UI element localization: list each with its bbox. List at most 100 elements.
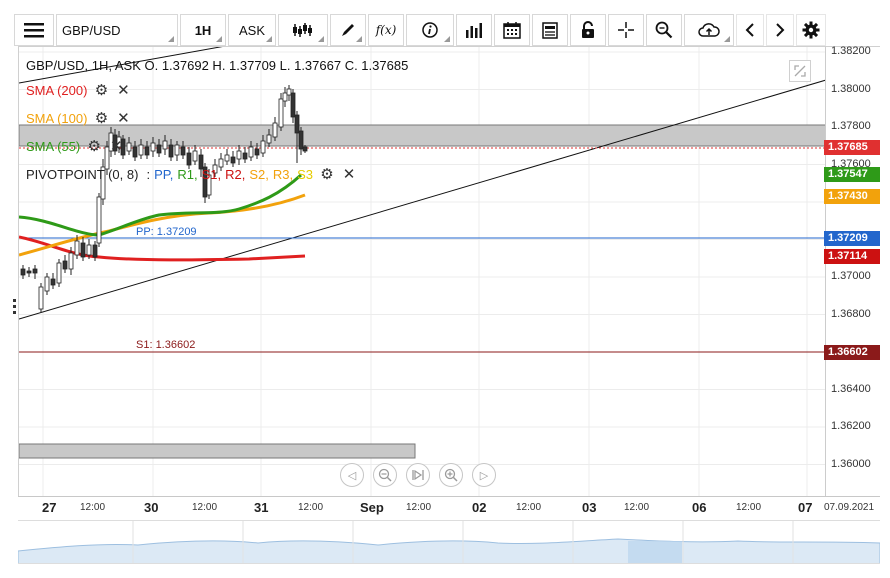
chart-canvas[interactable] [19,47,825,496]
resistance-zone [19,124,825,147]
time-tick-label: 06 [692,500,707,515]
candle-body [80,242,86,258]
price-tick-label: 1.37800 [831,120,871,132]
scroll-left-button[interactable] [736,14,764,46]
candle-body [294,114,300,134]
trendline-upper [19,47,223,84]
close-icon[interactable]: ✕ [117,82,130,99]
pivot-levels: PP, R1, S1, R2, S2, R3, S3 [154,167,313,182]
time-tick-label: 07 [798,500,813,515]
sma-55-line [19,173,303,237]
candle-body [272,122,278,138]
overview-area [18,538,880,563]
price-tick-label: 1.36200 [831,420,871,432]
price-tick-label: 1.38000 [831,82,871,95]
chart-type-button[interactable] [278,14,328,46]
price-tick-label: 1.36400 [831,382,871,395]
function-button[interactable]: f(x) [368,14,404,46]
time-tick-label: 12:00 [516,502,542,513]
candle-body [168,144,174,158]
crosshair-button[interactable] [608,14,644,46]
candle-body [144,146,150,156]
time-axis[interactable]: 27 12:00 30 12:00 31 12:00 Sep 12:00 02 12:00 03 12… [18,496,880,520]
triangle-right-icon: ▷ [479,469,489,482]
close-icon[interactable]: ✕ [117,110,130,127]
price-tag: 1.37430 [824,189,880,205]
candle-body [132,146,138,158]
close-icon[interactable]: ✕ [342,166,356,183]
candle-body [242,152,248,160]
cloud-button[interactable] [684,14,734,46]
price-tag: 1.37114 [824,248,880,264]
news-button[interactable] [532,14,568,46]
candle-body [38,286,44,310]
gear-icon[interactable]: ⚙ [94,82,109,99]
draw-tool-button[interactable] [330,14,366,46]
gear-icon[interactable]: ⚙ [87,138,101,155]
chart-navigation: ◁ ▷ [340,463,505,487]
time-tick-label: 03 [582,500,597,515]
candle-body [212,164,218,174]
sma-100-line [19,193,306,257]
time-tick-label: 12:00 [624,502,650,513]
magnifier-icon [655,21,673,39]
scroll-right-button[interactable] [766,14,794,46]
price-tag: 1.36602 [824,344,880,360]
toolbar: GBP/USD 1H ASK f(x) [14,14,876,46]
indicator-sma-100[interactable]: SMA (100) ⚙ ✕ [26,110,131,127]
price-axis[interactable]: 1.382001.380001.378001.376001.374001.372… [824,45,880,496]
timeframe-selector[interactable]: 1H [180,14,226,46]
reset-view-button[interactable] [406,463,430,487]
timeframe-label: 1H [194,22,212,38]
pivot-level-label: PP, [154,166,174,182]
price-side-label: ASK [238,22,265,38]
chevron-left-icon [745,23,754,37]
info-button[interactable] [406,14,454,46]
overview-chart [18,521,880,563]
function-label: f(x) [375,23,397,37]
time-tick-label: 12:00 [192,502,218,513]
candle-body [298,130,304,150]
close-icon[interactable]: ✕ [109,138,123,155]
pan-left-button[interactable]: ◁ [340,463,364,487]
candle-body [100,166,106,200]
volume-button[interactable] [456,14,492,46]
drag-handle[interactable] [13,299,17,317]
time-tick-label: 12:00 [736,502,762,513]
lock-button[interactable] [570,14,606,46]
zoom-in-button[interactable] [439,463,463,487]
zoom-button[interactable] [646,14,682,46]
symbol-selector[interactable]: GBP/USD [56,14,178,46]
fullscreen-button[interactable] [789,60,811,82]
chevron-right-icon [776,23,785,37]
menu-button[interactable] [14,14,54,46]
indicator-sma-200[interactable]: SMA (200) ⚙ ✕ [26,82,131,99]
pan-right-button[interactable]: ▷ [472,463,496,487]
indicator-label: PIVOTPOINT (0, 8) [26,166,139,182]
zoom-out-button[interactable] [373,463,397,487]
indicator-label: SMA (100) [26,110,88,126]
candlestick-icon [293,23,312,37]
indicator-pivotpoint[interactable]: PIVOTPOINT (0, 8) : PP, R1, S1, R2, S2, R3, S3… [26,166,357,183]
gear-icon[interactable]: ⚙ [320,166,334,183]
candle-body [302,146,308,152]
candle-body [174,144,180,156]
indicator-sma-55[interactable]: SMA (55) ⚙ ✕ [26,138,124,155]
calendar-button[interactable] [494,14,530,46]
candle-body [32,268,38,274]
candle-body [282,92,288,102]
candle-body [126,142,132,152]
pencil-icon [342,24,354,36]
sma-200-line [19,235,306,262]
price-side-selector[interactable]: ASK [228,14,276,46]
plot-area[interactable] [18,46,825,496]
candle-body [180,146,186,156]
price-tick-label: 1.37600 [831,157,871,170]
overview-navigator[interactable] [18,520,880,564]
gear-icon[interactable]: ⚙ [94,110,109,127]
candle-body [92,244,98,258]
price-tick-label: 1.37000 [831,270,871,282]
settings-button[interactable] [796,14,826,46]
time-tick-label: 30 [144,500,159,515]
price-tag: 1.37685 [824,139,880,155]
